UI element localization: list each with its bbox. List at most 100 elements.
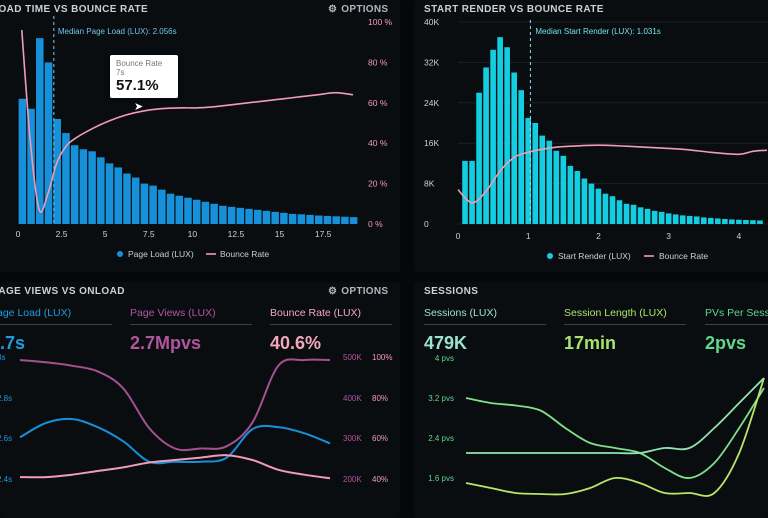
start-render-bar (546, 140, 553, 224)
load-time-bar (201, 201, 210, 224)
load-time-bar (70, 145, 79, 224)
start-render-bar (469, 160, 475, 224)
median-label: Median Page Load (LUX): 2.056s (58, 27, 177, 36)
start-render-bar (715, 218, 721, 224)
start-render-bar (518, 90, 525, 224)
load-time-bar (219, 205, 227, 224)
start-render-bar (693, 216, 700, 224)
y-mid-tick-label: 500K (343, 353, 362, 362)
start-render-bar (743, 219, 749, 224)
y-right-tick-label: 0 % (368, 219, 383, 229)
stat-label: Page Views (LUX) (130, 307, 252, 325)
load-time-bar (245, 208, 253, 224)
start-render-bar (595, 188, 602, 224)
start-render-bar (504, 47, 510, 224)
start-render-bar (729, 219, 735, 224)
load-time-bar (62, 133, 70, 224)
load-time-chart: Median Page Load (LUX): 2.056s 0 2.5 5 7.5 1… (16, 16, 393, 259)
load-time-bar (349, 217, 358, 224)
stat-label: PVs Per Session (705, 307, 768, 325)
cursor-icon: ➤ (134, 101, 144, 113)
load-time-bar (105, 163, 114, 224)
x-tick-label: 7.5 (143, 229, 155, 239)
start-render-bar (644, 208, 651, 224)
bounce-rate-tooltip: Bounce Rate 7s 57.1% (110, 55, 178, 98)
load-time-bar (166, 193, 175, 224)
page-views-chart: 3s 2.8s 2.6s 2.4s 500K 400K 300K 200K 100% 80% 60%… (0, 353, 392, 484)
start-render-bar (707, 217, 714, 224)
start-render-bar (581, 178, 588, 224)
y-right-tick-label: 20 % (368, 179, 388, 189)
page-load-line (19, 417, 331, 465)
panel-load-time: LOAD TIME VS BOUNCE RATE ⚙ OPTIONS Median… (0, 0, 400, 272)
x-tick-label: 5 (103, 229, 108, 239)
y-right-tick-label: 60% (372, 434, 388, 443)
panel-title: PAGE VIEWS VS ONLOAD (0, 286, 125, 297)
start-render-bar (532, 123, 539, 224)
start-render-bar (476, 92, 482, 224)
options-label: OPTIONS (341, 286, 389, 297)
load-time-bar (341, 216, 349, 224)
x-tick-label: 10 (188, 229, 198, 239)
pvs-per-session-line (465, 387, 765, 479)
x-tick-label: 2 (596, 231, 601, 241)
load-time-bar (210, 203, 218, 224)
options-button[interactable]: ⚙ OPTIONS (328, 286, 388, 297)
legend-label: Bounce Rate (659, 251, 708, 261)
legend-dot (547, 253, 553, 259)
load-time-bar (18, 98, 27, 224)
start-render-bar (462, 160, 468, 224)
y-tick-label: 1.6 pvs (428, 474, 454, 483)
stat-value: 479K (424, 333, 468, 353)
gear-icon: ⚙ (328, 286, 338, 297)
stat-value: 17min (564, 333, 617, 353)
y-mid-tick-label: 200K (343, 475, 362, 484)
stat-sessions: Sessions (LUX) 479K (424, 307, 546, 354)
y-tick-label: 32K (424, 57, 439, 67)
load-time-bar (97, 157, 105, 224)
gear-icon: ⚙ (328, 4, 338, 15)
y-mid-tick-label: 300K (343, 434, 362, 443)
bounce-rate-line (19, 454, 331, 480)
y-tick-label: 8K (424, 179, 435, 189)
start-render-bar (588, 183, 595, 224)
y-right-tick-label: 80 % (368, 57, 388, 67)
tooltip-value: 57.1% (116, 77, 159, 94)
start-render-bar (539, 135, 546, 224)
page-views-line (19, 358, 331, 452)
load-time-bar (131, 177, 140, 224)
start-render-bar (525, 117, 532, 224)
load-time-bar (315, 215, 323, 224)
y-right-tick-label: 60 % (368, 98, 388, 108)
load-time-bar (271, 211, 279, 224)
load-time-bar (114, 167, 123, 224)
load-time-bar (280, 212, 288, 224)
y-tick-label: 2.4 pvs (428, 434, 454, 443)
load-time-bar (53, 118, 61, 224)
start-render-bar (665, 213, 672, 224)
y-right-tick-label: 100 % (368, 17, 393, 27)
load-time-bar (79, 149, 88, 224)
y-tick-label: 3.2 pvs (428, 394, 454, 403)
options-label: OPTIONS (341, 4, 389, 15)
panel-title: START RENDER VS BOUNCE RATE (424, 4, 604, 15)
y-tick-label: 0 (424, 219, 429, 229)
tooltip-sub: 7s (116, 68, 125, 77)
load-time-bar (288, 213, 297, 224)
x-tick-label: 12.5 (228, 229, 245, 239)
session-length-line (465, 377, 765, 497)
x-tick-label: 4 (737, 231, 742, 241)
stat-value: 2pvs (705, 333, 747, 353)
median-label: Median Start Render (LUX): 1.031s (535, 27, 660, 36)
y-right-tick-label: 40 % (368, 138, 388, 148)
start-render-bar (497, 37, 503, 225)
tooltip-label: Bounce Rate (116, 59, 163, 68)
load-time-bar (184, 197, 192, 224)
load-time-bar (192, 199, 201, 224)
x-tick-label: 0 (456, 231, 461, 241)
start-render-bar (686, 215, 693, 224)
start-render-bar (567, 165, 574, 224)
panel-page-views: PAGE VIEWS VS ONLOAD ⚙OPTIONS Page Load … (0, 282, 400, 518)
options-button[interactable]: ⚙ OPTIONS (328, 4, 388, 15)
start-render-bar (679, 215, 686, 224)
